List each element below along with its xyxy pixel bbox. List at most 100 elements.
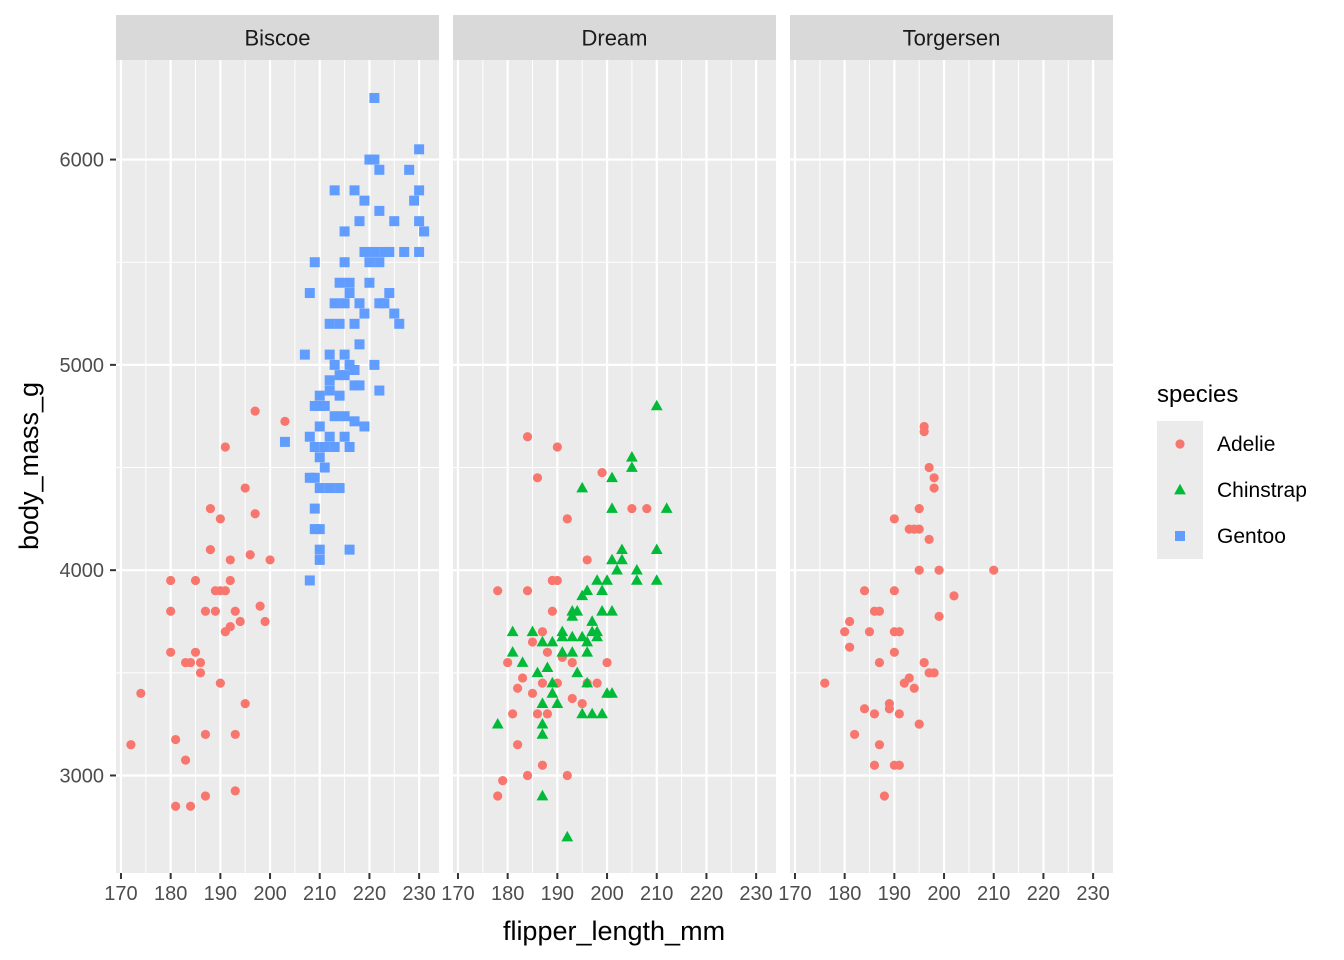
data-point-adelie xyxy=(225,575,235,586)
data-point-chinstrap xyxy=(630,563,643,575)
data-point-adelie xyxy=(929,473,939,483)
data-point-adelie xyxy=(537,678,548,688)
data-point-gentoo xyxy=(314,544,325,555)
data-point-chinstrap xyxy=(581,584,594,596)
x-tick-label: 200 xyxy=(253,883,286,905)
data-point-chinstrap xyxy=(581,676,594,688)
data-point-chinstrap xyxy=(576,481,589,493)
data-point-adelie xyxy=(889,647,899,657)
x-tick-label: 200 xyxy=(927,883,960,905)
data-point-adelie xyxy=(185,657,196,668)
data-point-adelie xyxy=(582,555,592,565)
data-point-adelie xyxy=(889,514,899,524)
data-point-chinstrap xyxy=(586,707,599,719)
data-point-gentoo xyxy=(324,318,335,329)
data-point-adelie xyxy=(919,657,929,668)
data-point-adelie xyxy=(929,483,939,493)
data-point-gentoo xyxy=(349,416,360,427)
data-point-gentoo xyxy=(324,385,335,396)
data-point-adelie xyxy=(894,627,904,637)
data-point-chinstrap xyxy=(536,697,549,708)
data-point-gentoo xyxy=(304,575,315,586)
data-point-adelie xyxy=(914,503,924,514)
x-tick-label: 210 xyxy=(303,883,336,905)
data-point-adelie xyxy=(166,647,176,657)
data-point-adelie xyxy=(190,575,201,586)
data-point-chinstrap xyxy=(556,630,569,642)
data-point-gentoo xyxy=(334,318,345,329)
data-point-adelie xyxy=(577,699,587,709)
data-point-adelie xyxy=(508,709,518,719)
data-point-adelie xyxy=(230,786,240,796)
data-point-gentoo xyxy=(359,421,370,432)
data-point-adelie xyxy=(547,606,557,616)
data-point-adelie xyxy=(537,760,548,770)
data-point-gentoo xyxy=(369,154,380,165)
data-point-adelie xyxy=(220,442,230,452)
data-point-chinstrap xyxy=(650,543,663,554)
data-point-gentoo xyxy=(359,195,370,206)
data-point-adelie xyxy=(869,709,880,719)
data-point-gentoo xyxy=(339,226,350,237)
legend: species Adelie Chinstrap Gentoo xyxy=(1157,381,1307,559)
data-point-gentoo xyxy=(309,257,320,268)
data-point-adelie xyxy=(225,622,235,632)
data-point-chinstrap xyxy=(596,605,608,616)
x-tick-label: 210 xyxy=(640,883,673,905)
data-point-chinstrap xyxy=(626,461,638,472)
legend-label: Adelie xyxy=(1217,433,1275,456)
data-point-gentoo xyxy=(349,365,360,376)
data-point-gentoo xyxy=(319,400,330,411)
facet-strip xyxy=(116,15,439,60)
data-point-gentoo xyxy=(304,431,315,442)
data-point-adelie xyxy=(205,503,216,514)
data-point-gentoo xyxy=(394,318,405,329)
data-point-gentoo xyxy=(344,288,355,299)
data-point-adelie xyxy=(874,740,885,750)
data-point-chinstrap xyxy=(546,635,559,647)
data-point-gentoo xyxy=(334,390,345,401)
data-point-gentoo xyxy=(354,298,365,309)
data-point-adelie xyxy=(627,503,637,514)
data-point-adelie xyxy=(166,606,176,616)
data-point-gentoo xyxy=(314,390,325,401)
data-point-adelie xyxy=(537,627,548,637)
data-point-gentoo xyxy=(344,544,355,555)
data-point-gentoo xyxy=(329,411,340,422)
data-point-adelie xyxy=(929,668,939,678)
data-point-adelie xyxy=(265,555,275,565)
data-point-chinstrap xyxy=(606,553,618,565)
data-point-adelie xyxy=(195,668,206,678)
data-point-chinstrap xyxy=(650,574,663,585)
data-point-adelie xyxy=(894,709,904,719)
y-tick-label: 4000 xyxy=(60,560,105,582)
data-point-adelie xyxy=(522,586,533,596)
x-tick-label: 220 xyxy=(1027,883,1060,905)
data-point-adelie xyxy=(934,611,944,621)
data-point-chinstrap xyxy=(576,630,589,642)
data-point-gentoo xyxy=(384,246,395,257)
data-point-adelie xyxy=(542,647,553,657)
data-point-gentoo xyxy=(374,257,385,268)
data-point-chinstrap xyxy=(626,451,638,462)
data-point-chinstrap xyxy=(546,687,559,698)
data-point-gentoo xyxy=(369,246,380,257)
data-point-gentoo xyxy=(314,452,325,463)
data-point-chinstrap xyxy=(616,553,628,565)
data-point-gentoo xyxy=(314,524,325,535)
data-point-adelie xyxy=(850,729,860,740)
data-point-gentoo xyxy=(374,385,385,396)
data-point-gentoo xyxy=(279,436,290,447)
data-point-gentoo xyxy=(359,308,370,319)
data-point-gentoo xyxy=(344,441,355,452)
legend-item-chinstrap: Chinstrap xyxy=(1157,467,1307,513)
y-tick-label: 3000 xyxy=(60,765,105,787)
axes: 170 180 190 200 210 220 230 170 180 190 200 210 220 2… xyxy=(60,150,1110,905)
data-point-gentoo xyxy=(339,431,350,442)
data-point-chinstrap xyxy=(606,605,618,616)
data-point-gentoo xyxy=(419,226,430,237)
data-point-chinstrap xyxy=(526,625,539,637)
data-point-gentoo xyxy=(349,318,360,329)
data-point-adelie xyxy=(864,627,875,637)
data-point-gentoo xyxy=(414,246,425,257)
